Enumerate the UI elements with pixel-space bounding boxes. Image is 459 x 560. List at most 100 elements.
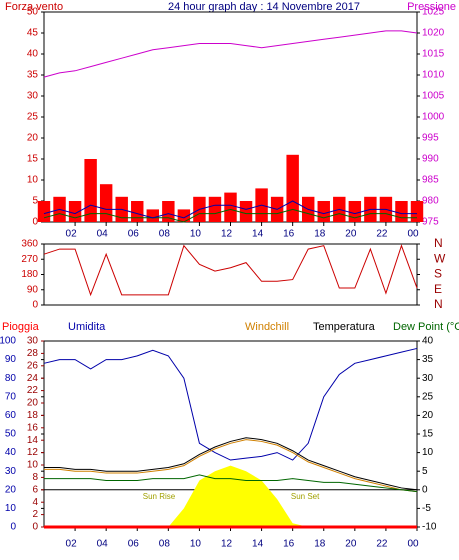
y-tick-label: 45	[27, 28, 39, 39]
y3-tick-label: 0	[32, 522, 38, 533]
y3-tick-label: 10	[27, 460, 39, 471]
bar	[395, 201, 408, 222]
annotation: Sun Rise	[143, 492, 176, 501]
y-tick-label: 20	[27, 133, 39, 144]
y2-axis-label: Pressione	[407, 1, 456, 13]
y3-tick-label: 24	[27, 373, 39, 384]
legend-label: Dew Point (°C	[393, 321, 459, 333]
y-tick-label: 50	[27, 7, 39, 18]
y-tick-label: 90	[27, 284, 39, 295]
x-tick-label: 16	[283, 229, 295, 240]
bar	[224, 192, 237, 222]
bar	[239, 201, 253, 222]
y2-tick-label: 15	[422, 429, 434, 440]
y2-tick-label: -10	[422, 522, 437, 533]
y2-tick-label: 35	[422, 354, 434, 365]
y2-tick-label: 0	[422, 484, 428, 495]
x-tick-label: 02	[66, 229, 78, 240]
bar	[286, 154, 299, 222]
x-tick-label: 20	[345, 229, 357, 240]
y-tick-label: 270	[21, 254, 38, 265]
x-tick-label: 10	[190, 539, 202, 550]
bar	[37, 201, 51, 222]
line	[43, 244, 418, 297]
y-tick-label: 20	[5, 484, 17, 495]
bar	[410, 201, 424, 222]
y3-tick-label: 28	[27, 348, 39, 359]
x-tick-label: 18	[314, 539, 326, 550]
bar	[348, 201, 362, 222]
y-tick-label: 30	[27, 91, 39, 102]
y2-tick-label: 985	[422, 175, 439, 186]
y2-tick-label: 40	[422, 336, 434, 347]
x-tick-label: 06	[128, 539, 140, 550]
y-tick-label: 10	[27, 175, 39, 186]
y3-tick-label: 4	[32, 497, 38, 508]
y3-tick-label: 8	[32, 472, 38, 483]
y-tick-label: 90	[5, 354, 17, 365]
x-tick-label: 04	[97, 539, 109, 550]
y2-tick-label: 1000	[422, 112, 445, 123]
y2-tick-label: E	[434, 282, 442, 296]
line	[43, 30, 418, 78]
legend-label: Temperatura	[313, 321, 376, 333]
y2-tick-label: 1025	[422, 7, 445, 18]
x-tick-label: 22	[376, 229, 388, 240]
y2-tick-label: 20	[422, 410, 434, 421]
plot-area	[43, 243, 418, 306]
y-tick-label: 25	[27, 112, 39, 123]
bar	[208, 196, 222, 222]
x-tick-label: 12	[221, 229, 233, 240]
y-tick-label: 5	[32, 196, 38, 207]
x-tick-label: 20	[345, 539, 357, 550]
y2-tick-label: 1005	[422, 91, 445, 102]
y-tick-label: 35	[27, 70, 39, 81]
y2-tick-label: -5	[422, 503, 431, 514]
y2-tick-label: 995	[422, 133, 439, 144]
y3-tick-label: 14	[27, 435, 39, 446]
y-tick-label: 10	[5, 503, 17, 514]
x-tick-label: 00	[407, 229, 419, 240]
y2-tick-label: N	[434, 297, 443, 311]
x-tick-label: 14	[252, 229, 264, 240]
y-tick-label: 15	[27, 154, 39, 165]
y2-tick-label: S	[434, 267, 442, 281]
legend-label: Windchill	[245, 321, 289, 333]
y2-tick-label: 30	[422, 373, 434, 384]
y3-tick-label: 30	[27, 336, 39, 347]
y2-tick-label: 975	[422, 217, 439, 228]
y3-tick-label: 6	[32, 484, 38, 495]
bar	[317, 201, 330, 222]
line	[43, 208, 417, 223]
y-tick-label: 40	[5, 447, 17, 458]
bar	[99, 184, 113, 222]
line	[43, 200, 417, 219]
x-tick-label: 16	[283, 539, 295, 550]
y-tick-label: 40	[27, 49, 39, 60]
line	[44, 439, 418, 493]
y3-tick-label: 26	[27, 360, 39, 371]
x-tick-label: 10	[190, 229, 202, 240]
y3-tick-label: 22	[27, 385, 39, 396]
y2-tick-label: W	[434, 251, 446, 265]
y2-tick-label: 10	[422, 447, 434, 458]
line	[43, 347, 418, 461]
x-tick-label: 06	[128, 229, 140, 240]
bar	[177, 209, 191, 222]
y-tick-label: 0	[10, 522, 16, 533]
y2-tick-label: 5	[422, 466, 428, 477]
y-axis-label: Forza vento	[5, 1, 63, 13]
y-tick-label: 70	[5, 391, 17, 402]
bar	[146, 209, 160, 222]
x-tick-label: 08	[159, 539, 171, 550]
y-tick-label: 30	[5, 466, 17, 477]
annotation: Sun Set	[291, 492, 320, 501]
x-tick-label: 04	[97, 229, 109, 240]
bar	[131, 201, 144, 222]
area	[44, 465, 417, 527]
bar	[84, 159, 97, 222]
y3-tick-label: 16	[27, 422, 39, 433]
y2-tick-label: N	[434, 236, 443, 250]
y-tick-label: 50	[5, 429, 17, 440]
line	[44, 437, 418, 491]
